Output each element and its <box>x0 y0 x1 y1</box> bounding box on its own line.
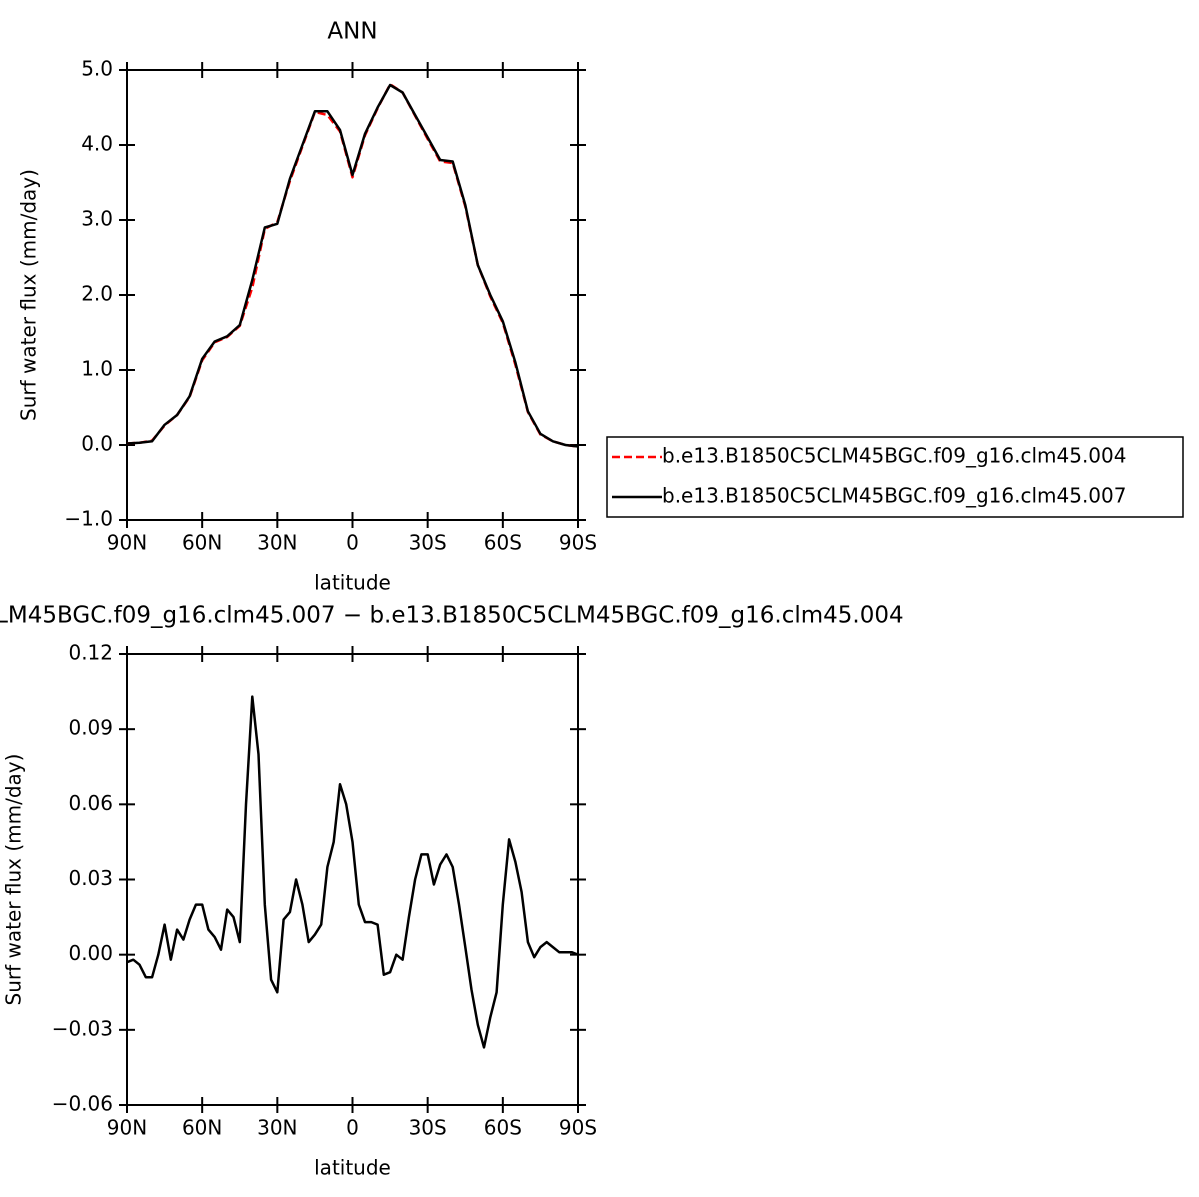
y-axis-label: Surf water flux (mm/day) <box>17 169 41 421</box>
y-tick-label: 0.12 <box>68 641 113 665</box>
y-tick-label: 5.0 <box>81 57 113 81</box>
plot-frame <box>126 69 579 521</box>
y-tick-label: 0.06 <box>68 791 113 815</box>
y-tick-label: 0.00 <box>68 941 113 965</box>
x-tick-label: 0 <box>346 531 359 555</box>
y-tick-label: 2.0 <box>81 282 113 306</box>
chart-title: ANN <box>327 19 377 45</box>
x-tick-label: 0 <box>346 1116 359 1140</box>
y-tick-label: 3.0 <box>81 207 113 231</box>
x-tick-label: 90S <box>559 531 597 555</box>
data-line <box>126 83 579 448</box>
x-tick-label: 60S <box>484 1116 522 1140</box>
x-tick-label: 90N <box>107 1116 147 1140</box>
x-tick-label: 30N <box>257 1116 297 1140</box>
x-tick-label: 30S <box>409 1116 447 1140</box>
x-axis-label: latitude <box>314 571 391 595</box>
data-line <box>126 695 579 1049</box>
x-tick-label: 90N <box>107 531 147 555</box>
y-axis-label: Surf water flux (mm/day) <box>2 754 26 1006</box>
y-tick-label: 0.0 <box>81 432 113 456</box>
legend-label: b.e13.B1850C5CLM45BGC.f09_g16.clm45.007 <box>662 484 1126 508</box>
x-tick-label: 30S <box>409 531 447 555</box>
y-tick-label: −1.0 <box>64 507 113 531</box>
legend-box <box>606 436 1184 518</box>
y-tick-label: 4.0 <box>81 132 113 156</box>
x-axis-label: latitude <box>314 1156 391 1180</box>
x-tick-label: 60S <box>484 531 522 555</box>
y-tick-label: −0.03 <box>52 1016 113 1040</box>
x-tick-label: 30N <box>257 531 297 555</box>
y-tick-label: −0.06 <box>52 1092 113 1116</box>
legend-label: b.e13.B1850C5CLM45BGC.f09_g16.clm45.004 <box>662 444 1126 468</box>
y-tick-label: 0.03 <box>68 866 113 890</box>
y-tick-label: 1.0 <box>81 357 113 381</box>
x-tick-label: 60N <box>182 531 222 555</box>
x-tick-label: 60N <box>182 1116 222 1140</box>
plot-frame <box>126 653 579 1106</box>
data-line <box>126 83 579 448</box>
y-tick-label: 0.09 <box>68 716 113 740</box>
chart-title: b.e13.B1850C5CLM45BGC.f09_g16.clm45.007 … <box>0 603 904 629</box>
x-tick-label: 90S <box>559 1116 597 1140</box>
